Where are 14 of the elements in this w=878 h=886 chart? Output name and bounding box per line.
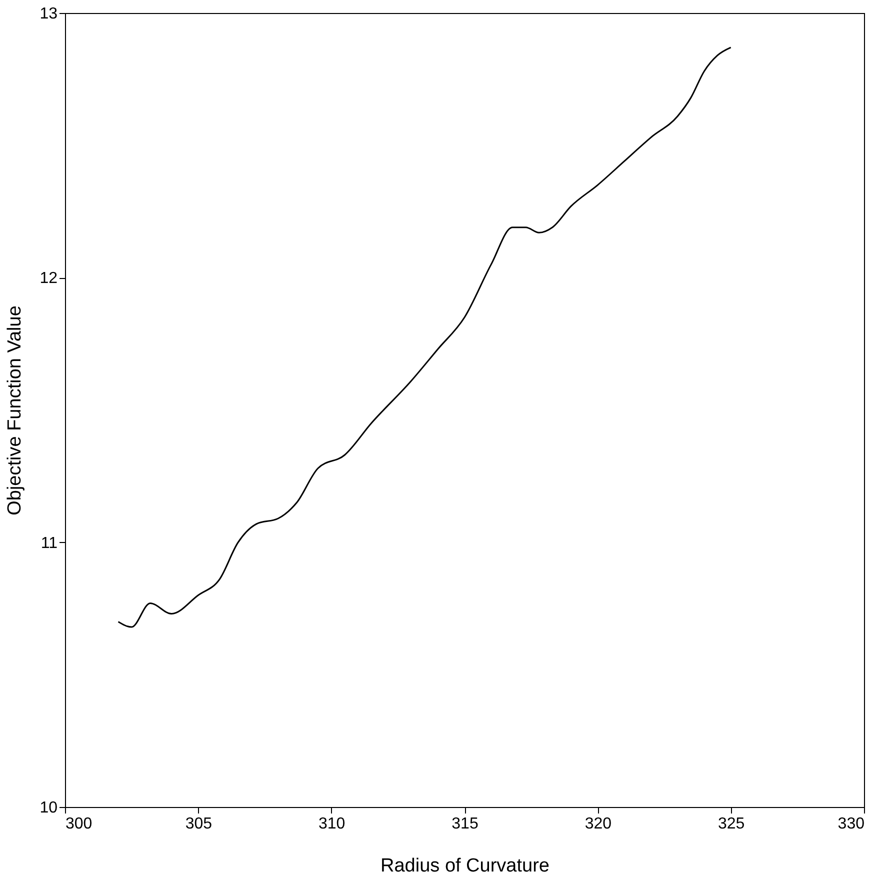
y-tick-label: 12 (40, 270, 58, 288)
x-tick-label: 300 (66, 816, 92, 832)
y-axis-title: Objective Function Value (4, 306, 26, 516)
y-tick-label: 13 (40, 6, 58, 22)
y-tick-label: 10 (40, 800, 58, 816)
x-tick-label: 325 (718, 816, 745, 832)
x-tick-label: 320 (584, 816, 612, 832)
x-tick-label: 305 (185, 816, 212, 832)
x-axis-title: Radius of Curvature (380, 856, 550, 876)
line-series (118, 46, 732, 628)
x-tick-label: 310 (318, 816, 346, 832)
x-tick-label: 315 (452, 816, 478, 832)
x-tick-label: 330 (838, 816, 865, 832)
y-tick-label: 11 (40, 534, 58, 552)
